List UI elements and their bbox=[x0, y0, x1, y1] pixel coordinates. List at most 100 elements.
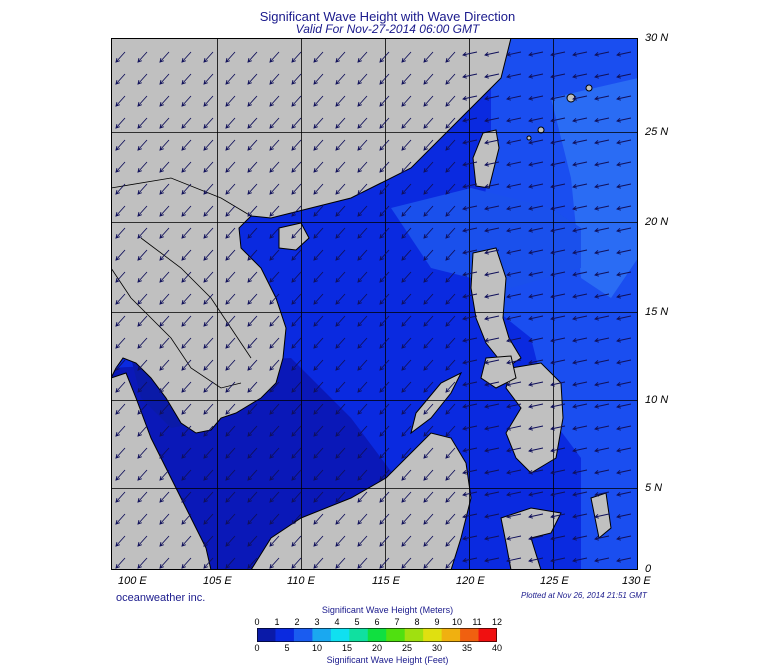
wave-arrow bbox=[484, 513, 500, 519]
wave-arrow bbox=[247, 293, 258, 305]
lon-label: 110 E bbox=[287, 575, 315, 587]
wave-arrow bbox=[181, 535, 192, 547]
colorbar-feet-tick: 0 bbox=[254, 643, 260, 653]
wave-arrow bbox=[115, 557, 126, 569]
wave-arrow bbox=[159, 95, 170, 107]
wave-arrow bbox=[181, 205, 192, 217]
wave-arrow bbox=[291, 139, 302, 151]
wave-arrow bbox=[225, 491, 236, 503]
wave-arrow bbox=[137, 447, 148, 459]
wave-arrow bbox=[313, 403, 324, 415]
wave-arrow bbox=[572, 359, 588, 365]
wave-arrow bbox=[528, 469, 544, 475]
wave-arrow bbox=[506, 513, 522, 519]
wave-arrow bbox=[269, 535, 280, 547]
wave-arrow bbox=[379, 337, 390, 349]
wave-arrow bbox=[313, 139, 324, 151]
wave-arrow bbox=[484, 535, 500, 541]
wave-arrow bbox=[528, 491, 544, 497]
wave-arrow bbox=[528, 161, 544, 167]
wave-arrow bbox=[203, 381, 214, 393]
wave-arrow bbox=[115, 359, 126, 371]
wave-arrow bbox=[225, 73, 236, 85]
wave-arrow bbox=[335, 271, 346, 283]
wave-arrow bbox=[572, 315, 588, 321]
wave-arrow bbox=[594, 469, 610, 475]
wave-arrow bbox=[401, 425, 412, 437]
wave-arrow bbox=[528, 315, 544, 321]
wave-arrow bbox=[401, 491, 412, 503]
wave-arrow bbox=[379, 227, 390, 239]
wave-arrow bbox=[616, 51, 632, 57]
wave-arrow bbox=[357, 117, 368, 129]
wave-arrow bbox=[506, 249, 522, 255]
wave-arrow bbox=[423, 271, 434, 283]
wave-arrow bbox=[528, 95, 544, 101]
wave-arrow bbox=[357, 557, 368, 569]
wave-arrow bbox=[379, 381, 390, 393]
colorbar-swatch bbox=[460, 628, 480, 642]
wave-arrow bbox=[462, 205, 478, 211]
wave-arrow bbox=[291, 535, 302, 547]
colorbar-meter-tick: 8 bbox=[414, 617, 420, 627]
wave-arrow bbox=[506, 535, 522, 541]
wave-arrow bbox=[423, 227, 434, 239]
colorbar-meter-tick: 11 bbox=[472, 617, 482, 627]
wave-arrow bbox=[550, 337, 566, 343]
wave-arrow bbox=[335, 359, 346, 371]
colorbar-meter-tick: 7 bbox=[394, 617, 400, 627]
wave-arrow bbox=[445, 447, 456, 459]
wave-arrow bbox=[291, 491, 302, 503]
wave-arrow bbox=[225, 205, 236, 217]
wave-arrow bbox=[247, 491, 258, 503]
lat-label: 20 N bbox=[645, 216, 669, 228]
wave-arrow bbox=[484, 469, 500, 475]
wave-arrow bbox=[506, 271, 522, 277]
taiwan-island bbox=[472, 129, 500, 189]
wave-arrow bbox=[203, 51, 214, 63]
wave-arrow bbox=[528, 227, 544, 233]
wave-arrow bbox=[423, 205, 434, 217]
wave-arrow bbox=[269, 227, 280, 239]
wave-arrow bbox=[550, 95, 566, 101]
wave-arrow bbox=[115, 139, 126, 151]
wave-arrow bbox=[159, 447, 170, 459]
colorbar-swatch bbox=[386, 628, 406, 642]
wave-arrow bbox=[247, 205, 258, 217]
wave-arrow bbox=[528, 293, 544, 299]
wave-arrow bbox=[462, 293, 478, 299]
wave-arrow bbox=[616, 73, 632, 79]
wave-arrow bbox=[159, 249, 170, 261]
map-title: Significant Wave Height with Wave Direct… bbox=[259, 9, 516, 24]
wave-arrow bbox=[203, 249, 214, 261]
colorbar-swatch bbox=[423, 628, 443, 642]
wave-arrow bbox=[550, 139, 566, 145]
wave-arrow bbox=[484, 315, 500, 321]
wave-arrow bbox=[423, 337, 434, 349]
wave-arrow bbox=[445, 249, 456, 261]
colorbar-feet-tick: 35 bbox=[461, 643, 473, 653]
wave-arrow bbox=[269, 425, 280, 437]
wave-arrow bbox=[616, 161, 632, 167]
wave-arrow bbox=[203, 205, 214, 217]
wave-arrow bbox=[423, 139, 434, 151]
wave-arrow bbox=[484, 249, 500, 255]
wave-arrow bbox=[506, 51, 522, 57]
lon-label: 100 E bbox=[118, 575, 147, 587]
wave-arrow bbox=[572, 227, 588, 233]
wave-arrow bbox=[203, 293, 214, 305]
wave-arrow bbox=[550, 161, 566, 167]
wave-arrow bbox=[203, 491, 214, 503]
wave-arrow bbox=[616, 535, 632, 541]
wave-arrow bbox=[269, 117, 280, 129]
wave-arrow bbox=[401, 249, 412, 261]
wave-arrow bbox=[269, 205, 280, 217]
wave-arrow bbox=[313, 557, 324, 569]
wave-arrow bbox=[247, 315, 258, 327]
high-wave-region bbox=[551, 78, 638, 298]
colorbar-feet-tick: 30 bbox=[431, 643, 443, 653]
wave-arrow bbox=[379, 469, 390, 481]
lat-lon-grid bbox=[111, 38, 638, 570]
wave-arrow bbox=[445, 359, 456, 371]
colorbar-swatch bbox=[349, 628, 369, 642]
